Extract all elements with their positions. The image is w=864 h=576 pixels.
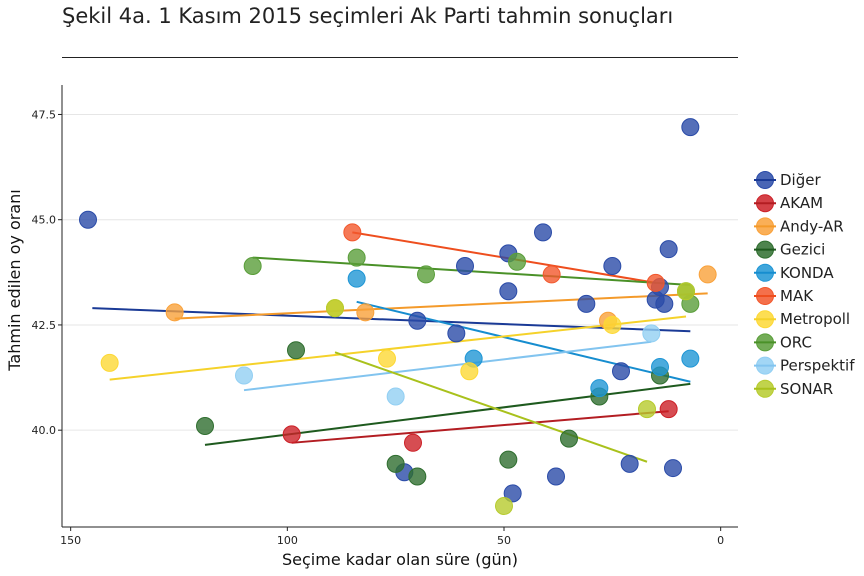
legend-item: Perspektif: [754, 356, 855, 375]
legend-item: SONAR: [754, 379, 833, 398]
trend-line: [356, 300, 691, 383]
x-tick-label: 50: [497, 534, 511, 547]
data-point: [681, 118, 700, 137]
data-point: [659, 400, 678, 419]
data-points: [79, 118, 717, 515]
data-point: [655, 294, 674, 313]
data-point: [79, 210, 97, 229]
legend-item: Diğer: [754, 171, 821, 189]
data-point: [165, 303, 184, 322]
trend-line: [109, 315, 687, 381]
data-point: [646, 273, 665, 292]
data-point: [534, 223, 552, 242]
x-tick-label: 0: [717, 534, 724, 547]
data-point: [447, 324, 466, 343]
legend-item: KONDA: [754, 263, 834, 282]
y-tick-label: 47.5: [32, 108, 57, 121]
data-point: [620, 454, 639, 473]
data-point: [508, 252, 526, 271]
data-point: [287, 341, 305, 360]
data-point: [603, 315, 622, 334]
data-point: [681, 349, 700, 368]
data-point: [456, 257, 474, 276]
data-point: [638, 400, 656, 419]
data-point: [542, 265, 561, 284]
data-point: [347, 269, 366, 288]
legend-item: Metropoll: [754, 310, 850, 329]
data-point: [499, 450, 518, 469]
data-point: [677, 282, 695, 301]
trend-line: [174, 292, 708, 320]
grid: [62, 113, 738, 431]
data-point: [698, 265, 717, 284]
y-tick-label: 45.0: [32, 214, 57, 227]
y-tick-label: 40.0: [32, 424, 57, 437]
legend-label: Perspektif: [780, 357, 855, 375]
data-point: [404, 433, 422, 452]
data-point: [612, 362, 630, 381]
legend-label: Gezici: [780, 241, 825, 259]
data-point: [577, 294, 596, 313]
x-tick-label: 100: [277, 534, 298, 547]
legend-label: SONAR: [780, 380, 833, 398]
x-axis-title: Seçime kadar olan süre (gün): [282, 550, 518, 569]
data-point: [664, 459, 682, 478]
data-point: [590, 379, 609, 398]
axes: 40.0 42.5 45.0 47.5 150 100 50 0: [32, 85, 738, 547]
chart-title: Şekil 4a. 1 Kasım 2015 seçimleri Ak Part…: [62, 4, 674, 28]
data-point: [386, 454, 405, 473]
trend-line: [204, 382, 691, 446]
data-point: [243, 257, 262, 276]
data-point: [642, 324, 661, 343]
data-point: [460, 362, 479, 381]
trend-line: [334, 351, 648, 463]
trend-line: [291, 410, 669, 444]
legend-item: Gezici: [754, 240, 825, 259]
data-point: [326, 299, 344, 318]
data-point: [560, 429, 578, 448]
trend-line: [243, 340, 652, 392]
legend-label: MAK: [780, 287, 814, 305]
legend-item: AKAM: [754, 194, 823, 213]
data-point: [343, 223, 362, 242]
data-point: [417, 265, 435, 284]
data-point: [651, 358, 669, 377]
data-point: [503, 484, 522, 503]
legend-label: AKAM: [780, 194, 823, 212]
data-point: [196, 416, 214, 435]
legend-label: Diğer: [780, 171, 821, 189]
legend-item: ORC: [754, 333, 812, 352]
data-point: [547, 467, 565, 486]
data-point: [386, 387, 405, 406]
legend-label: KONDA: [780, 264, 834, 282]
data-point: [408, 467, 427, 486]
data-point: [100, 353, 119, 372]
legend-item: Andy-AR: [754, 217, 844, 236]
legend-item: MAK: [754, 287, 814, 305]
data-point: [235, 366, 253, 385]
legend: Diğer AKAM Andy-AR Gezici KONDA MAK Metropoll O…: [754, 171, 855, 398]
data-point: [495, 496, 513, 515]
title-divider: [62, 57, 738, 58]
data-point: [356, 303, 375, 322]
legend-label: Metropoll: [780, 310, 850, 328]
x-tick-label: 150: [60, 534, 81, 547]
data-point: [282, 425, 301, 444]
legend-label: Andy-AR: [780, 217, 844, 235]
legend-label: ORC: [780, 333, 812, 351]
data-point: [408, 311, 427, 330]
y-axis-title: Tahmin edilen oy oranı: [5, 189, 24, 371]
data-point: [659, 240, 678, 259]
y-tick-label: 42.5: [32, 319, 57, 332]
data-point: [347, 248, 366, 267]
data-point: [499, 282, 518, 301]
data-point: [378, 349, 396, 368]
data-point: [603, 257, 622, 276]
